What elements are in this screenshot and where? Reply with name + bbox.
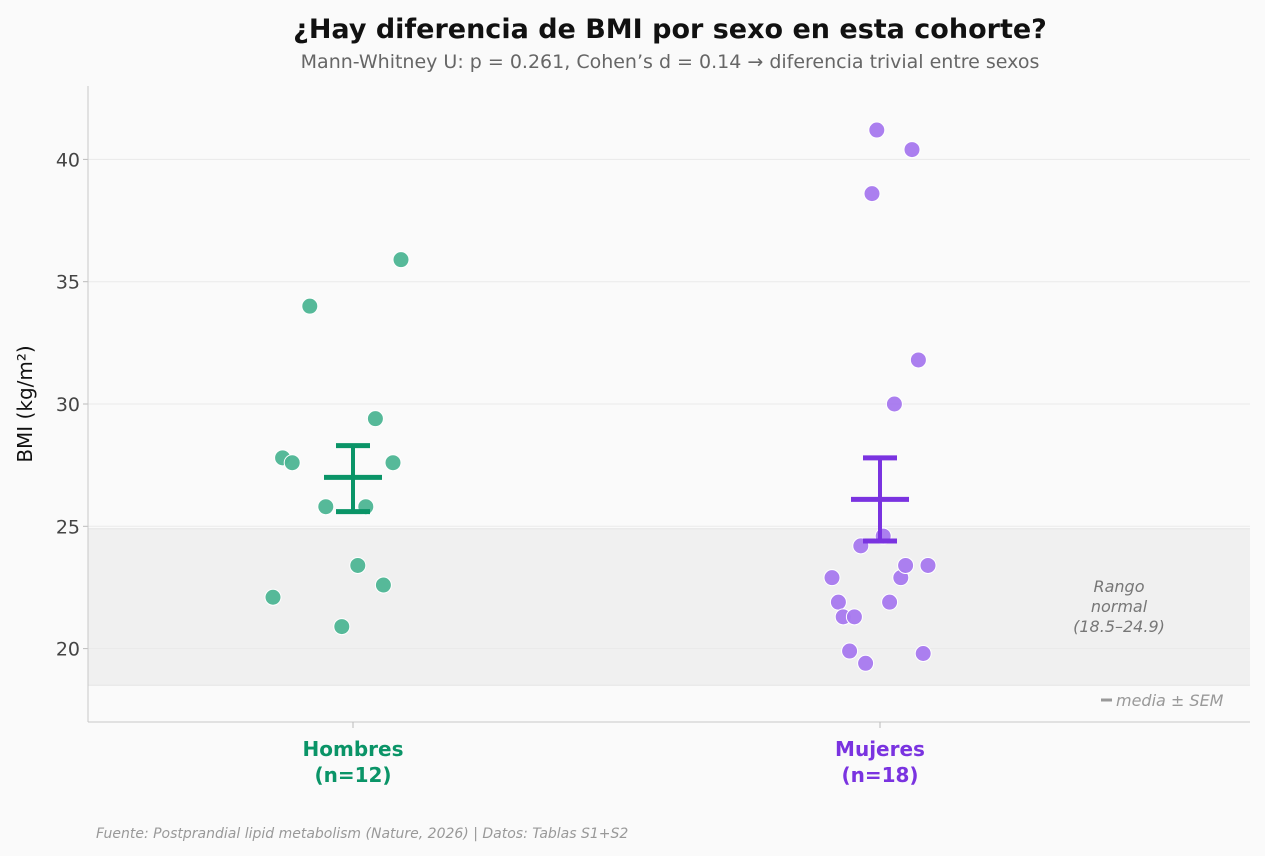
data-point [264,588,282,606]
data-point [919,556,937,574]
category-count-label: (n=18) [841,763,918,787]
source-note: Fuente: Postprandial lipid metabolism (N… [96,826,628,842]
y-axis-label: BMI (kg/m²) [13,345,37,462]
data-point [823,569,841,587]
data-point [914,645,932,663]
data-point [317,498,335,516]
legend-label: media ± SEM [1116,691,1224,710]
data-point [909,351,927,369]
band-label-line: normal [1091,597,1148,616]
category-count-label: (n=12) [314,763,391,787]
data-point [283,454,301,472]
y-tick-label: 25 [56,516,80,538]
category-label: Mujeres [835,737,925,761]
y-tick-label: 20 [56,639,80,661]
data-point [885,395,903,413]
data-point [374,576,392,594]
data-point [301,297,319,315]
plot-area: 2025303540Rangonormal(18.5–24.9)Hombres(… [56,86,1250,787]
data-point [845,608,863,626]
y-tick-label: 40 [56,149,80,171]
band-label-line: (18.5–24.9) [1073,617,1165,636]
data-point [392,251,410,269]
data-point [349,556,367,574]
data-point [903,141,921,159]
normal-range-band [88,528,1250,686]
y-tick-label: 30 [56,394,80,416]
data-point [384,454,402,472]
chart-title: ¿Hay diferencia de BMI por sexo en esta … [293,14,1047,45]
y-tick-label: 35 [56,272,80,294]
category-label: Hombres [303,737,404,761]
data-point [881,593,899,611]
chart-subtitle: Mann-Whitney U: p = 0.261, Cohen’s d = 0… [301,51,1040,73]
data-point [841,642,859,660]
data-point [333,618,351,636]
data-point [829,593,847,611]
band-label-line: Rango [1093,577,1144,596]
data-point [857,654,875,672]
data-point [868,121,886,139]
data-point [366,410,384,428]
data-point [897,556,915,574]
data-point [863,185,881,203]
